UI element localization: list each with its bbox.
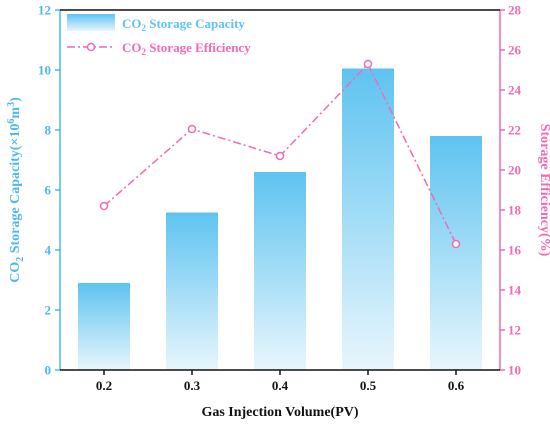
legend-label-part: Storage Capacity	[146, 16, 245, 31]
y-tick-label: 8	[45, 123, 52, 138]
bar	[430, 136, 482, 370]
y2-tick-label: 12	[508, 323, 521, 338]
y2-tick-label: 16	[508, 243, 522, 258]
legend-label-part: CO	[122, 40, 142, 55]
bar	[166, 212, 218, 370]
bar	[78, 283, 130, 370]
y-axis-title: CO2 Storage Capacity(×106m3)	[6, 97, 26, 283]
bar	[254, 172, 306, 370]
x-tick-label: 0.3	[184, 378, 201, 393]
legend-bar-swatch	[67, 14, 115, 31]
legend-label-subscript: 2	[142, 47, 147, 57]
x-tick-label: 0.5	[360, 378, 377, 393]
x-tick-label: 0.4	[272, 378, 289, 393]
line-layer	[99, 59, 461, 249]
y-axis-title-part: Storage Capacity(×10	[8, 124, 23, 257]
y2-tick-label: 28	[508, 3, 522, 18]
y2-tick-label: 22	[508, 123, 521, 138]
legend-label-efficiency: CO2 Storage Efficiency	[122, 40, 251, 57]
y-tick-label: 0	[45, 363, 52, 378]
bars-layer	[78, 68, 482, 370]
y-axis-title-part: )	[8, 97, 23, 102]
y2-tick-label: 26	[508, 43, 522, 58]
bar	[342, 68, 394, 370]
legend-label-part: CO	[122, 16, 142, 31]
y-tick-label: 2	[45, 303, 52, 318]
y2-tick-label: 24	[508, 83, 522, 98]
line-point	[451, 239, 461, 249]
y-tick-label: 6	[45, 183, 52, 198]
line-point	[99, 201, 109, 211]
y-tick-label: 4	[45, 243, 52, 258]
line-point	[187, 124, 197, 134]
legend-line-marker	[86, 42, 96, 52]
y2-tick-label: 14	[508, 283, 522, 298]
legend-label-part: Storage Efficiency	[146, 40, 251, 55]
y2-tick-label: 10	[508, 363, 521, 378]
x-axis-title: Gas Injection Volume(PV)	[201, 405, 358, 420]
line-point	[363, 59, 373, 69]
y-axis-title-superscript: 6	[6, 119, 17, 124]
y2-tick-label: 18	[508, 203, 522, 218]
y-axis-title-part: CO	[8, 262, 23, 283]
y-tick-label: 10	[38, 63, 51, 78]
x-tick-label: 0.2	[96, 378, 112, 393]
y-axis-title-superscript: 3	[6, 102, 17, 107]
y2-axis-title: Storage Efficiency(%)	[537, 124, 550, 257]
x-tick-label: 0.6	[448, 378, 465, 393]
y-tick-label: 12	[38, 3, 51, 18]
legend-label-subscript: 2	[142, 23, 147, 33]
legend-label-capacity: CO2 Storage Capacity	[122, 16, 245, 33]
y-axis-title-part: m	[8, 107, 23, 119]
y2-tick-label: 20	[508, 163, 521, 178]
line-point	[275, 151, 285, 161]
y-axis-title-subscript: 2	[15, 257, 26, 262]
